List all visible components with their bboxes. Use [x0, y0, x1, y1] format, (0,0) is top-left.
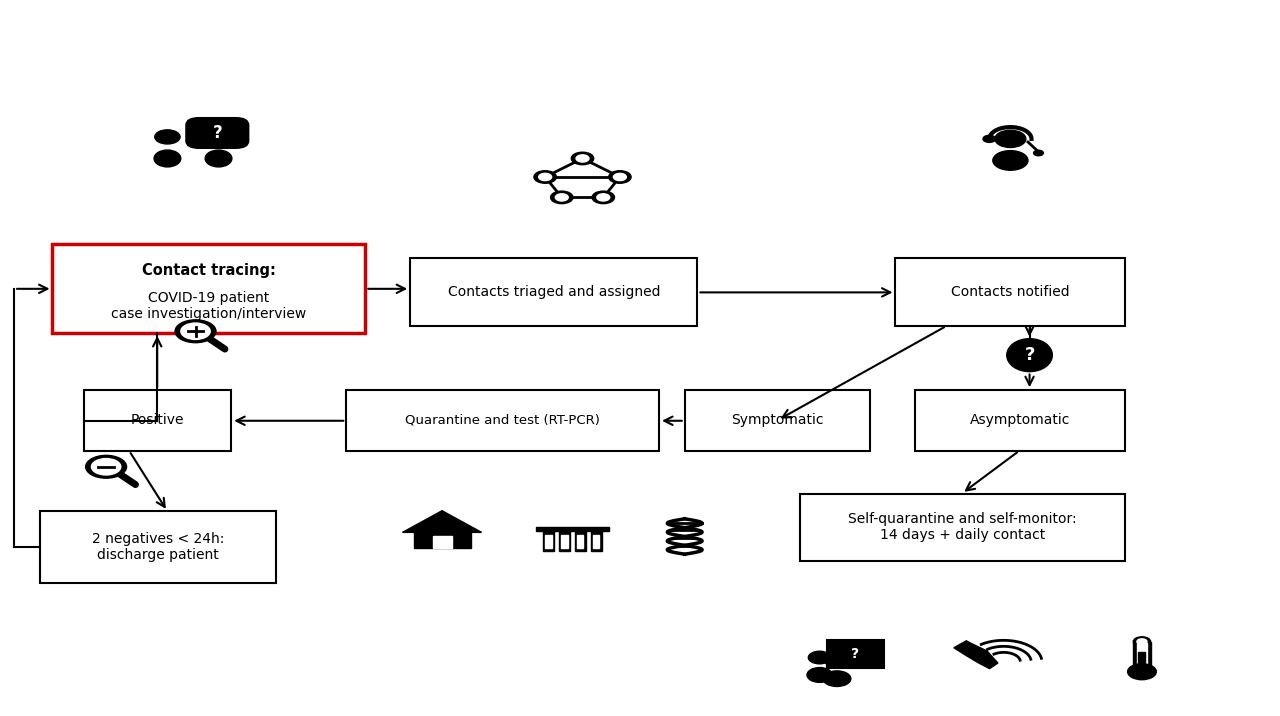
Bar	[1133, 642, 1151, 671]
Circle shape	[609, 170, 631, 183]
Bar	[536, 526, 609, 531]
Circle shape	[91, 458, 120, 475]
Bar	[575, 529, 586, 551]
Bar	[593, 535, 599, 548]
Text: Contacts notified: Contacts notified	[951, 285, 1070, 299]
FancyBboxPatch shape	[827, 640, 884, 668]
Ellipse shape	[205, 150, 232, 167]
FancyBboxPatch shape	[84, 390, 232, 450]
Ellipse shape	[1007, 339, 1052, 372]
FancyBboxPatch shape	[52, 244, 365, 333]
Bar	[1138, 652, 1146, 667]
Circle shape	[824, 653, 850, 667]
Circle shape	[596, 194, 609, 201]
Text: ?: ?	[1024, 346, 1034, 364]
Ellipse shape	[806, 667, 832, 682]
Circle shape	[1137, 639, 1147, 644]
Text: ?: ?	[851, 647, 860, 661]
Text: Contacts triaged and assigned: Contacts triaged and assigned	[448, 285, 660, 299]
Circle shape	[1128, 664, 1156, 679]
Bar	[1137, 643, 1147, 669]
Circle shape	[593, 191, 614, 203]
FancyBboxPatch shape	[187, 118, 248, 148]
Circle shape	[539, 173, 552, 180]
Bar	[559, 529, 570, 551]
Circle shape	[206, 130, 232, 144]
Bar	[577, 535, 584, 548]
Circle shape	[576, 155, 589, 162]
Circle shape	[534, 170, 557, 183]
FancyBboxPatch shape	[40, 511, 276, 583]
Bar	[413, 531, 471, 548]
Text: Quarantine and test (RT-PCR): Quarantine and test (RT-PCR)	[406, 414, 600, 427]
Ellipse shape	[993, 150, 1028, 170]
Text: 2 negatives < 24h:
discharge patient: 2 negatives < 24h: discharge patient	[92, 532, 224, 562]
Bar	[433, 536, 452, 548]
Circle shape	[86, 455, 127, 478]
Text: Self-quarantine and self-monitor:
14 days + daily contact: Self-quarantine and self-monitor: 14 day…	[849, 512, 1076, 543]
Polygon shape	[402, 511, 481, 533]
Circle shape	[809, 652, 831, 664]
FancyBboxPatch shape	[685, 390, 870, 450]
Text: Positive: Positive	[131, 413, 184, 427]
Circle shape	[1133, 637, 1151, 647]
Bar	[543, 529, 554, 551]
Text: Contact tracing:: Contact tracing:	[142, 263, 276, 278]
Polygon shape	[954, 641, 998, 669]
Circle shape	[1033, 150, 1043, 156]
Circle shape	[550, 191, 573, 203]
Circle shape	[995, 130, 1025, 147]
Bar	[561, 535, 567, 548]
FancyBboxPatch shape	[896, 258, 1125, 326]
Circle shape	[155, 130, 180, 144]
Circle shape	[571, 153, 594, 165]
Bar	[590, 529, 602, 551]
Text: Asymptomatic: Asymptomatic	[970, 413, 1070, 427]
Text: ?: ?	[212, 124, 223, 142]
Circle shape	[180, 323, 210, 339]
Ellipse shape	[154, 150, 180, 167]
Bar	[545, 535, 552, 548]
Text: Symptomatic: Symptomatic	[731, 413, 823, 427]
Circle shape	[556, 194, 568, 201]
Circle shape	[983, 135, 996, 142]
FancyBboxPatch shape	[915, 390, 1125, 450]
Circle shape	[175, 320, 216, 343]
FancyBboxPatch shape	[410, 258, 698, 326]
Ellipse shape	[823, 671, 851, 687]
FancyBboxPatch shape	[346, 390, 659, 450]
FancyBboxPatch shape	[800, 493, 1125, 561]
Circle shape	[613, 173, 626, 180]
Text: COVID-19 patient
case investigation/interview: COVID-19 patient case investigation/inte…	[111, 291, 307, 321]
